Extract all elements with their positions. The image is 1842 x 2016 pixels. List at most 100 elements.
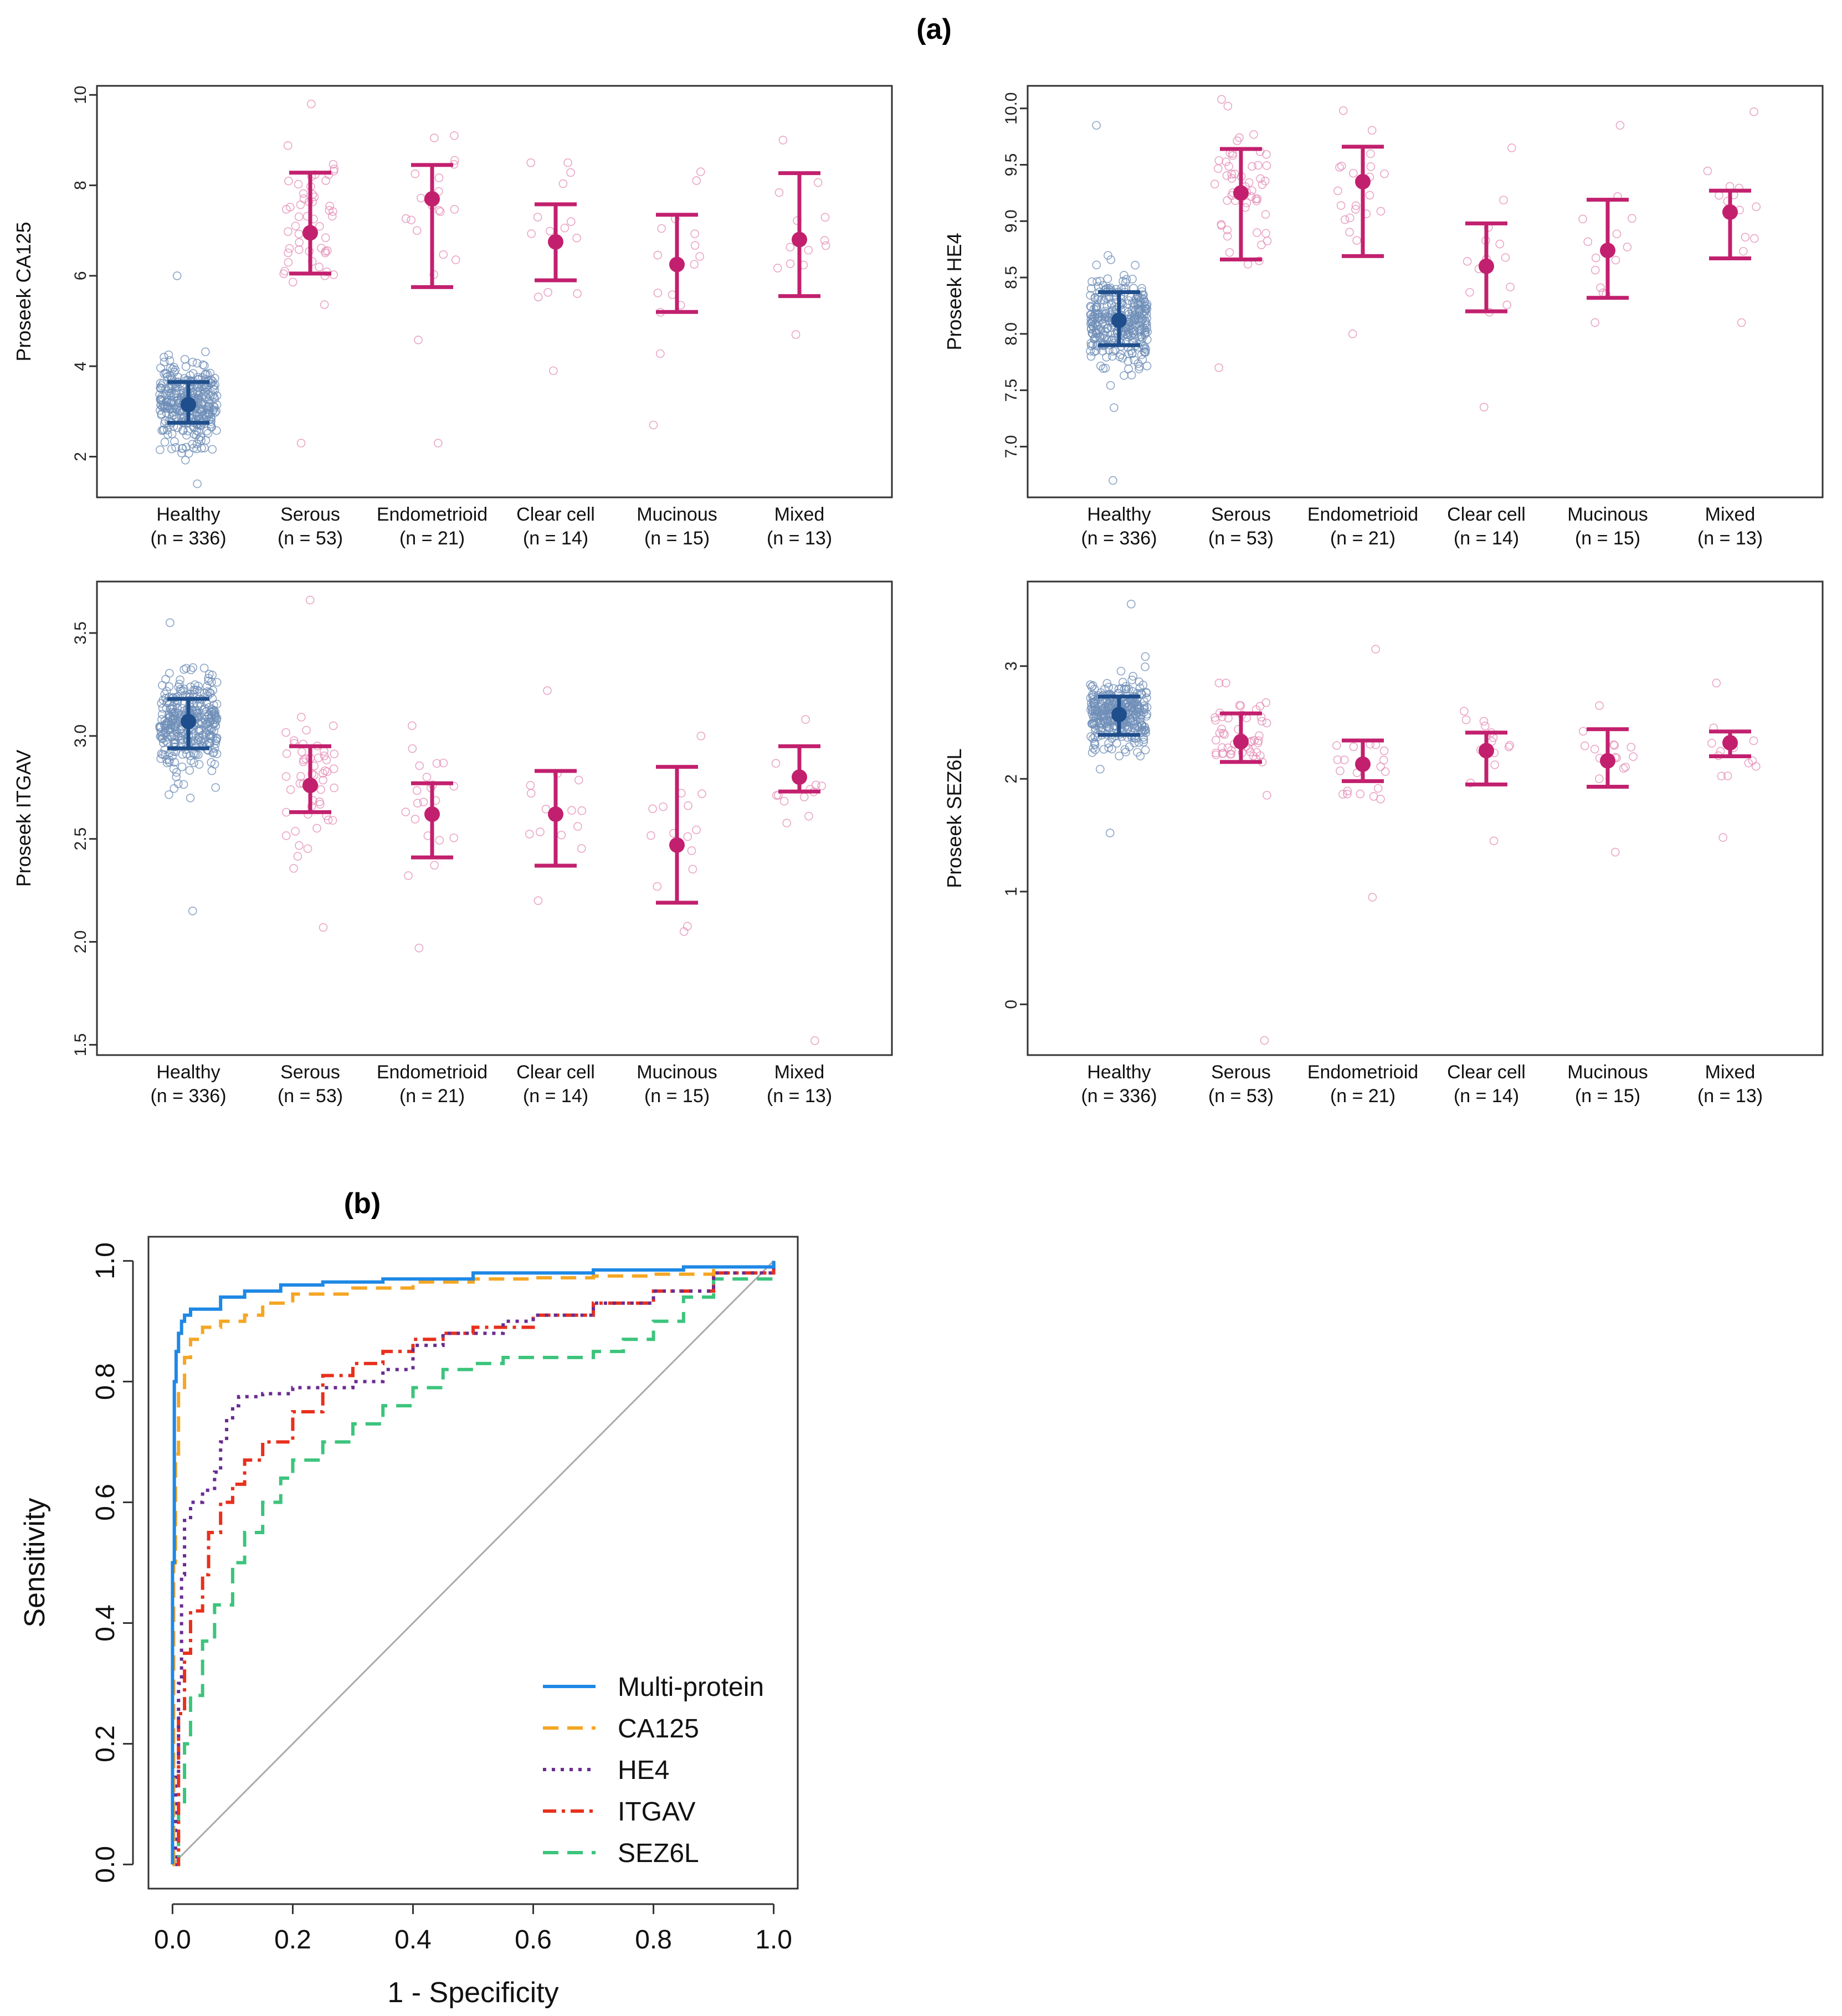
- sez6l-point: [1489, 836, 1499, 846]
- sez6l-point: [1343, 786, 1352, 796]
- he4-point: [1346, 213, 1354, 223]
- ca125-point: [284, 248, 293, 258]
- he4-median-point: [1600, 243, 1615, 259]
- sez6l-point: [1086, 705, 1095, 714]
- itgav-point: [696, 732, 706, 740]
- he4-group-n: (n = 13): [1697, 528, 1763, 549]
- ca125-point: [320, 300, 329, 309]
- he4-point: [1087, 328, 1096, 338]
- ca125-point: [160, 369, 168, 378]
- ca125-panel: 2 4 6 8 10 Proseek CA125 Healthy (n = 336) Serou…: [12, 85, 893, 549]
- roc-curve-multi-protein: [171, 1261, 776, 1865]
- ca125-point: [325, 205, 334, 215]
- ca125-point: [558, 179, 568, 188]
- ca125-median-point: [792, 232, 807, 248]
- itgav-panel: 1.5 2.0 2.5 3.0 3.5 Proseek ITGAV Healthy (n = …: [12, 580, 893, 1107]
- itgav-point: [684, 801, 692, 810]
- ca125-median-point: [424, 191, 440, 207]
- ca125-point: [177, 449, 186, 457]
- sez6l-point: [1125, 742, 1134, 752]
- he4-group-n: (n = 14): [1454, 528, 1519, 549]
- ca125-point: [211, 385, 219, 395]
- ca125-point: [401, 214, 411, 223]
- ca125-median-point: [669, 256, 685, 272]
- sez6l-point: [1717, 772, 1726, 781]
- itgav-point: [659, 802, 668, 811]
- ca125-point: [192, 444, 201, 454]
- he4-point: [1133, 299, 1142, 307]
- sez6l-point: [1087, 690, 1097, 700]
- roc-xtick-label: 0.0: [154, 1925, 191, 1955]
- sez6l-point: [1629, 752, 1638, 761]
- he4-point: [1223, 196, 1232, 205]
- itgav-point: [801, 715, 810, 724]
- ca125-point: [167, 388, 176, 398]
- he4-point: [1141, 305, 1150, 313]
- sez6l-point: [1121, 685, 1131, 694]
- itgav-point: [281, 772, 291, 781]
- itgav-median-point: [424, 806, 440, 822]
- sez6l-ytick-label: 1: [1002, 887, 1020, 896]
- sez6l-point: [1142, 712, 1151, 721]
- he4-point: [1138, 355, 1147, 364]
- itgav-point: [303, 844, 312, 853]
- he4-point: [1703, 166, 1712, 176]
- ca125-point: [572, 233, 581, 243]
- he4-point: [1130, 310, 1139, 320]
- ca125-point: [543, 288, 552, 297]
- ca125-point: [160, 353, 168, 362]
- he4-point: [1351, 201, 1361, 210]
- itgav-point: [281, 728, 290, 737]
- he4-point: [1092, 121, 1101, 130]
- ca125-point: [164, 350, 173, 359]
- sez6l-point: [1115, 752, 1124, 760]
- itgav-median-point: [548, 806, 563, 822]
- itgav-point: [212, 700, 222, 709]
- ca125-group-label: Clear cell: [516, 504, 595, 525]
- ca125-point: [201, 370, 209, 379]
- itgav-median-point: [181, 713, 196, 729]
- ca125-point: [657, 224, 666, 233]
- sez6l-point: [1349, 742, 1358, 752]
- itgav-point: [211, 721, 220, 731]
- sez6l-point: [1222, 678, 1230, 688]
- he4-point: [1142, 323, 1152, 332]
- ca125-point: [157, 410, 166, 420]
- he4-point: [1099, 364, 1108, 373]
- he4-point: [1578, 214, 1587, 224]
- itgav-point: [282, 808, 291, 817]
- he4-point: [1107, 300, 1116, 310]
- ca125-point: [450, 156, 459, 165]
- itgav-point: [449, 833, 458, 842]
- ca125-point: [284, 177, 293, 186]
- itgav-point: [162, 758, 172, 768]
- itgav-point: [157, 709, 167, 719]
- sez6l-ytick-label: 3: [1002, 661, 1020, 671]
- he4-point: [1222, 171, 1232, 180]
- sez6l-point: [1214, 678, 1224, 688]
- ca125-point: [549, 366, 558, 376]
- he4-point: [1243, 260, 1253, 269]
- itgav-point: [697, 789, 706, 799]
- itgav-point: [188, 906, 197, 916]
- legend-label-he4: HE4: [618, 1756, 669, 1785]
- ca125-point: [791, 330, 801, 339]
- sez6l-point: [1333, 755, 1342, 764]
- ca125-point: [692, 176, 701, 185]
- itgav-point: [207, 708, 217, 717]
- legend-label-multi-protein: Multi-protein: [618, 1673, 764, 1702]
- itgav-point: [158, 696, 168, 704]
- itgav-group-label: Healthy: [156, 1062, 220, 1083]
- sez6l-group-n: (n = 336): [1081, 1086, 1157, 1107]
- itgav-point: [193, 701, 202, 710]
- he4-point: [1092, 277, 1102, 286]
- he4-plot-frame: [1027, 85, 1824, 498]
- sez6l-point: [1127, 599, 1136, 609]
- itgav-point: [208, 686, 218, 695]
- he4-point: [1348, 330, 1357, 338]
- he4-point: [1506, 282, 1515, 291]
- he4-point: [1254, 161, 1263, 170]
- ca125-point: [450, 131, 459, 140]
- sez6l-point: [1093, 717, 1102, 727]
- he4-point: [1338, 106, 1348, 115]
